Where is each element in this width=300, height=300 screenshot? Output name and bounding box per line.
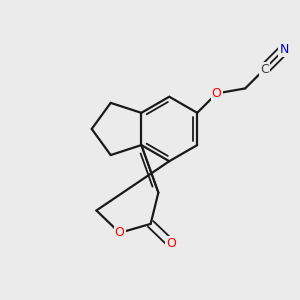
Text: O: O [115,226,124,239]
Text: N: N [279,43,289,56]
Text: C: C [260,62,269,76]
Text: O: O [212,87,221,100]
Text: O: O [166,237,176,250]
